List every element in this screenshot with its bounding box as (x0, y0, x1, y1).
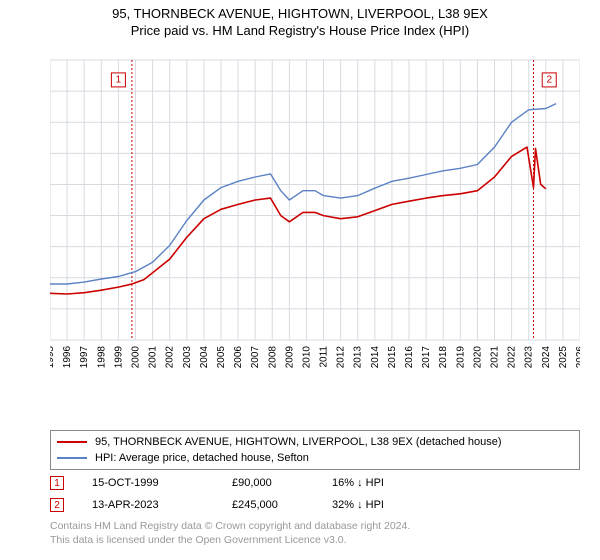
marker-diff: 32% ↓ HPI (332, 499, 432, 511)
legend-label: HPI: Average price, detached house, Seft… (95, 452, 309, 464)
x-tick-label: 2024 (541, 346, 552, 369)
x-tick-label: 1997 (79, 346, 90, 369)
marker-price: £245,000 (232, 499, 332, 511)
x-tick-label: 2017 (421, 346, 432, 369)
title-line2: Price paid vs. HM Land Registry's House … (0, 23, 600, 40)
legend-label: 95, THORNBECK AVENUE, HIGHTOWN, LIVERPOO… (95, 436, 502, 448)
legend-swatch (57, 441, 87, 443)
x-tick-label: 2022 (507, 346, 518, 369)
x-tick-label: 2000 (130, 346, 141, 369)
legend-row: 95, THORNBECK AVENUE, HIGHTOWN, LIVERPOO… (57, 434, 573, 450)
x-tick-label: 2013 (353, 346, 364, 369)
marker-price: £90,000 (232, 477, 332, 489)
x-tick-label: 2009 (284, 346, 295, 369)
x-tick-label: 1999 (113, 346, 124, 369)
x-tick-label: 2002 (165, 346, 176, 369)
footer-line1: Contains HM Land Registry data © Crown c… (50, 520, 580, 534)
footer-line2: This data is licensed under the Open Gov… (50, 534, 580, 548)
sale-badge-label: 2 (546, 74, 552, 85)
x-tick-label: 2015 (387, 346, 398, 369)
x-tick-label: 2003 (182, 346, 193, 369)
title-block: 95, THORNBECK AVENUE, HIGHTOWN, LIVERPOO… (0, 0, 600, 40)
marker-date: 15-OCT-1999 (92, 477, 232, 489)
marker-badge: 2 (50, 498, 64, 512)
x-tick-label: 2014 (370, 346, 381, 369)
x-tick-label: 1996 (62, 346, 73, 369)
x-tick-label: 2026 (575, 346, 580, 369)
x-tick-label: 2006 (233, 346, 244, 369)
x-tick-label: 2011 (319, 346, 330, 368)
x-tick-label: 2021 (490, 346, 501, 369)
marker-date: 13-APR-2023 (92, 499, 232, 511)
legend-swatch (57, 457, 87, 459)
title-line1: 95, THORNBECK AVENUE, HIGHTOWN, LIVERPOO… (0, 6, 600, 23)
marker-badge: 1 (50, 476, 64, 490)
footer: Contains HM Land Registry data © Crown c… (50, 520, 580, 547)
chart-area: £0£50K£100K£150K£200K£250K£300K£350K£400… (50, 50, 580, 385)
x-tick-label: 2005 (216, 346, 227, 369)
x-tick-label: 2023 (524, 346, 535, 369)
x-tick-label: 2025 (558, 346, 569, 369)
sale-badge-label: 1 (116, 74, 122, 85)
legend-row: HPI: Average price, detached house, Seft… (57, 450, 573, 466)
x-tick-label: 2018 (438, 346, 449, 369)
x-tick-label: 1995 (50, 346, 56, 369)
x-tick-label: 2007 (250, 346, 261, 369)
marker-row: 1 15-OCT-1999£90,00016% ↓ HPI (50, 472, 580, 494)
x-tick-label: 2019 (455, 346, 466, 369)
x-tick-label: 2020 (472, 346, 483, 369)
x-tick-label: 2004 (199, 346, 210, 369)
x-tick-label: 2001 (148, 346, 159, 369)
x-tick-label: 2008 (267, 346, 278, 369)
marker-diff: 16% ↓ HPI (332, 477, 432, 489)
plot-bg (50, 60, 580, 340)
x-tick-label: 1998 (96, 346, 107, 369)
legend-box: 95, THORNBECK AVENUE, HIGHTOWN, LIVERPOO… (50, 430, 580, 470)
markers-block: 1 15-OCT-1999£90,00016% ↓ HPI 2 13-APR-2023… (50, 472, 580, 516)
line-chart: £0£50K£100K£150K£200K£250K£300K£350K£400… (50, 50, 580, 385)
x-tick-label: 2010 (301, 346, 312, 369)
marker-row: 2 13-APR-2023£245,00032% ↓ HPI (50, 494, 580, 516)
x-tick-label: 2016 (404, 346, 415, 369)
x-tick-label: 2012 (336, 346, 347, 369)
container: 95, THORNBECK AVENUE, HIGHTOWN, LIVERPOO… (0, 0, 600, 560)
